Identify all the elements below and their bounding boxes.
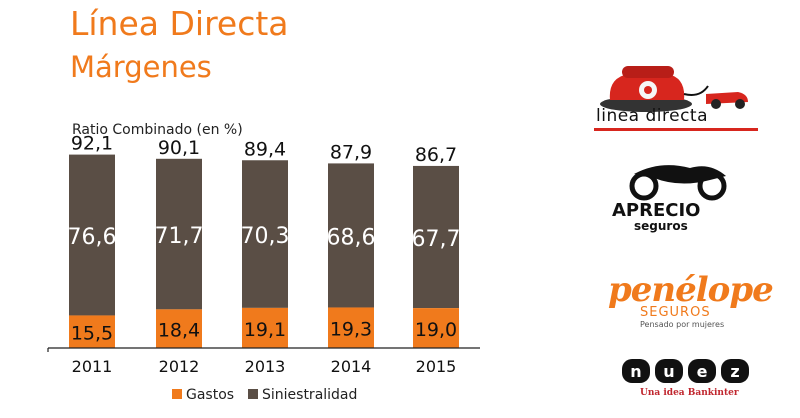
nuez-letter-badge [655,359,683,383]
total-label-2014: 87,9 [330,141,372,163]
x-tick-label-2015: 2015 [416,357,457,376]
logo-aprecio-text: APRECIO [612,200,701,221]
bar-siniestralidad-2012 [156,158,202,310]
bar-gastos-2011 [69,315,115,348]
legend-label-siniestralidad: Siniestralidad [262,387,357,403]
data-label-siniestralidad-2014: 68,6 [327,225,376,250]
total-label-2013: 89,4 [244,138,286,160]
nuez-letter-badge [622,359,650,383]
page-title: Línea Directa [70,4,289,43]
data-label-gastos-2015: 19,0 [415,319,457,341]
data-label-gastos-2013: 19,1 [244,319,286,341]
legend-swatch-siniestralidad [248,389,258,399]
logo-linea-directa-text: linea directa [596,106,709,126]
logo-penelope-text: penélope [608,270,774,310]
nuez-letter: n [630,362,641,381]
bar-siniestralidad-2014 [328,163,374,308]
logo-nuez-sub: Una idea Bankinter [640,388,739,398]
x-tick-label-2013: 2013 [245,357,286,376]
combined-ratio-chart: Ratio Combinado (en %) 76,6 15,5 92,1 2011 71… [47,122,480,403]
bar-siniestralidad-2013 [242,160,288,308]
data-label-gastos-2011: 15,5 [71,323,113,345]
logo-penelope-sub: SEGUROS [640,305,711,320]
data-label-gastos-2012: 18,4 [158,320,200,342]
motorcycle-icon [629,165,727,201]
total-label-2012: 90,1 [158,137,200,159]
nuez-letter-badge [688,359,716,383]
nuez-letter-badge [721,359,749,383]
x-tick-label-2014: 2014 [331,357,372,376]
logo-linea-directa-underline [594,128,758,131]
bar-siniestralidad-2015 [413,165,459,309]
data-label-siniestralidad-2011: 76,6 [68,225,117,250]
legend-swatch-gastos [172,389,182,399]
bar-gastos-2015 [413,308,459,348]
data-label-siniestralidad-2015: 67,7 [412,227,461,252]
legend-label-gastos: Gastos [186,387,234,403]
logo-aprecio-sub: seguros [634,219,688,233]
x-tick-label-2012: 2012 [159,357,200,376]
bar-siniestralidad-2011 [69,154,115,316]
x-tick-label-2011: 2011 [72,357,113,376]
nuez-letter: z [730,362,739,381]
data-label-siniestralidad-2013: 70,3 [241,224,290,249]
data-label-gastos-2014: 19,3 [330,319,372,341]
nuez-letter: u [663,362,674,381]
page-subtitle: Márgenes [70,50,212,84]
bar-gastos-2013 [242,307,288,348]
data-label-siniestralidad-2012: 71,7 [155,224,204,249]
nuez-letter: e [697,362,708,381]
chart-title: Ratio Combinado (en %) [72,122,243,138]
bar-gastos-2012 [156,309,202,348]
logo-penelope-tagline: Pensado por mujeres [640,320,725,329]
red-telephone-car-icon [600,66,748,112]
total-label-2015: 86,7 [415,144,457,166]
total-label-2011: 92,1 [71,133,113,155]
bar-gastos-2014 [328,307,374,348]
